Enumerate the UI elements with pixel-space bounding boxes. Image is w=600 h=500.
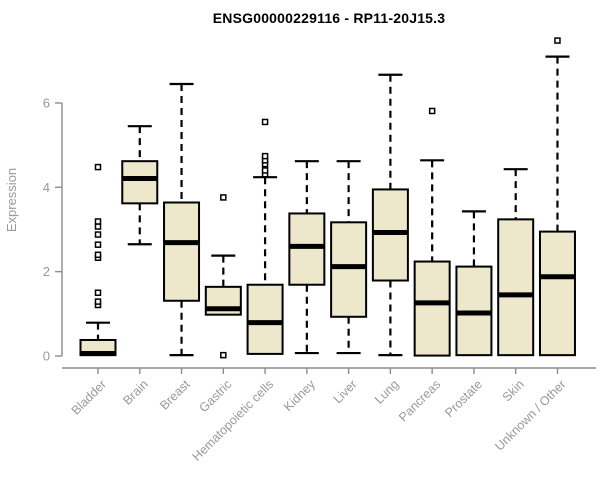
y-axis-title: Expression (4, 168, 19, 232)
box-gastric (204, 194, 242, 359)
y-tick-label: 6 (43, 95, 50, 110)
outlier-point (94, 163, 102, 171)
x-tick-label: Hematopoietic cells (190, 377, 277, 464)
outlier-point (94, 289, 102, 296)
iqr-box (371, 188, 409, 282)
box-pancreas (413, 107, 451, 357)
outlier-point (220, 194, 227, 201)
x-tick-label: Brain (120, 377, 151, 408)
box-kidney (288, 160, 326, 355)
x-tick-label: Breast (157, 377, 193, 413)
x-tick-label: Kidney (281, 377, 318, 414)
box-bladder (79, 163, 117, 357)
iqr-box (538, 230, 576, 357)
x-tick-label: Skin (500, 377, 527, 404)
outlier-point (261, 152, 269, 160)
iqr-box (330, 221, 368, 318)
outlier-point (261, 167, 269, 174)
x-tick-label: Prostate (442, 377, 485, 420)
outlier-point (94, 251, 102, 259)
chart-title: ENSG00000229116 - RP11-20J15.3 (212, 10, 446, 26)
x-tick-label: Bladder (69, 377, 109, 417)
x-tick-label: Unknown / Other (492, 377, 568, 453)
y-axis: 0 2 4 6 Expression (4, 95, 63, 364)
iqr-box (121, 160, 159, 205)
box-prostate (455, 210, 493, 357)
box-unknown-other (538, 37, 576, 357)
outlier-point (94, 218, 102, 225)
outlier-point (554, 37, 561, 44)
x-tick-label: Liver (331, 377, 360, 406)
x-tick-label: Pancreas (396, 377, 443, 424)
iqr-box (288, 212, 326, 286)
outlier-point (220, 351, 227, 359)
iqr-box (163, 201, 201, 302)
iqr-box (413, 260, 451, 357)
outlier-point (94, 231, 102, 238)
outlier-point (428, 107, 436, 115)
box-lung (371, 73, 409, 357)
outlier-point (94, 298, 102, 305)
iqr-box (246, 283, 284, 355)
iqr-box (497, 218, 535, 357)
outlier-point (94, 223, 102, 230)
x-tick-label: Gastric (197, 377, 235, 415)
outlier-point (261, 118, 269, 126)
box-skin (497, 168, 535, 357)
box-breast (163, 82, 201, 357)
y-tick-label: 2 (43, 264, 50, 279)
y-tick-label: 4 (43, 180, 50, 195)
x-tick-label: Lung (372, 377, 402, 407)
box-hematopoietic-cells (246, 118, 284, 355)
box-liver (330, 160, 368, 355)
outlier-point (94, 241, 102, 248)
y-tick-label: 0 (43, 349, 50, 364)
box-brain (121, 125, 159, 246)
